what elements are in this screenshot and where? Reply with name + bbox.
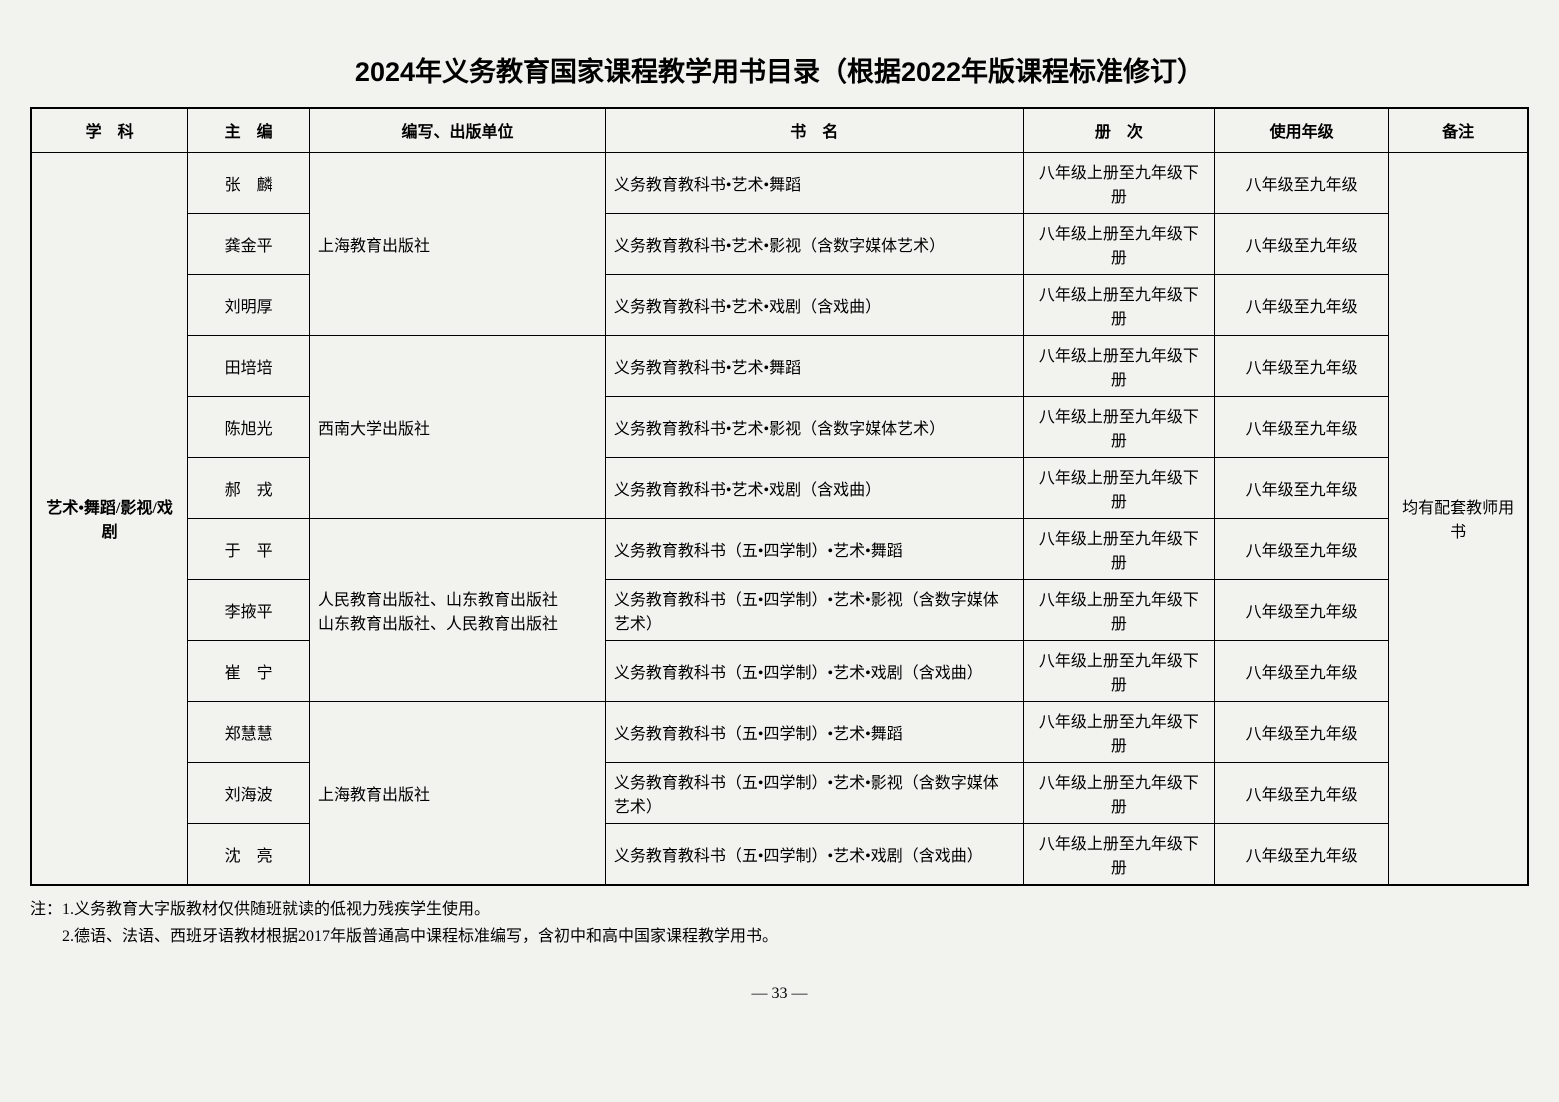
textbook-catalog-table: 学 科 主 编 编写、出版单位 书 名 册 次 使用年级 备注 艺术•舞蹈/影视…: [30, 107, 1529, 886]
cell-volume: 八年级上册至九年级下册: [1023, 640, 1214, 701]
cell-volume: 八年级上册至九年级下册: [1023, 457, 1214, 518]
header-note: 备注: [1389, 108, 1528, 152]
page-number: — 33 —: [30, 985, 1529, 1003]
table-row: 龚金平 义务教育教科书•艺术•影视（含数字媒体艺术） 八年级上册至九年级下册 八…: [31, 213, 1528, 274]
cell-editor: 于 平: [188, 518, 310, 579]
cell-bookname: 义务教育教科书（五•四学制）•艺术•舞蹈: [605, 518, 1023, 579]
cell-grade: 八年级至九年级: [1215, 213, 1389, 274]
cell-bookname: 义务教育教科书•艺术•影视（含数字媒体艺术）: [605, 396, 1023, 457]
cell-bookname: 义务教育教科书（五•四学制）•艺术•影视（含数字媒体艺术）: [605, 579, 1023, 640]
cell-bookname: 义务教育教科书•艺术•戏剧（含戏曲）: [605, 274, 1023, 335]
header-bookname: 书 名: [605, 108, 1023, 152]
table-row: 于 平 人民教育出版社、山东教育出版社 山东教育出版社、人民教育出版社 义务教育…: [31, 518, 1528, 579]
cell-bookname: 义务教育教科书（五•四学制）•艺术•舞蹈: [605, 701, 1023, 762]
header-editor: 主 编: [188, 108, 310, 152]
footnote-line: 2.德语、法语、西班牙语教材根据2017年版普通高中课程标准编写，含初中和高中国…: [30, 923, 1529, 950]
cell-editor: 郝 戎: [188, 457, 310, 518]
cell-bookname: 义务教育教科书（五•四学制）•艺术•影视（含数字媒体艺术）: [605, 762, 1023, 823]
table-row: 田培培 西南大学出版社 义务教育教科书•艺术•舞蹈 八年级上册至九年级下册 八年…: [31, 335, 1528, 396]
cell-editor: 陈旭光: [188, 396, 310, 457]
cell-grade: 八年级至九年级: [1215, 457, 1389, 518]
cell-volume: 八年级上册至九年级下册: [1023, 213, 1214, 274]
table-row: 沈 亮 义务教育教科书（五•四学制）•艺术•戏剧（含戏曲） 八年级上册至九年级下…: [31, 823, 1528, 885]
footnotes: 注：1.义务教育大字版教材仅供随班就读的低视力残疾学生使用。 2.德语、法语、西…: [30, 896, 1529, 950]
cell-editor: 郑慧慧: [188, 701, 310, 762]
cell-bookname: 义务教育教科书•艺术•影视（含数字媒体艺术）: [605, 213, 1023, 274]
cell-volume: 八年级上册至九年级下册: [1023, 274, 1214, 335]
header-grade: 使用年级: [1215, 108, 1389, 152]
cell-editor: 龚金平: [188, 213, 310, 274]
cell-grade: 八年级至九年级: [1215, 518, 1389, 579]
cell-editor: 张 麟: [188, 152, 310, 213]
header-volume: 册 次: [1023, 108, 1214, 152]
cell-bookname: 义务教育教科书•艺术•舞蹈: [605, 152, 1023, 213]
table-row: 李掖平 义务教育教科书（五•四学制）•艺术•影视（含数字媒体艺术） 八年级上册至…: [31, 579, 1528, 640]
cell-note: 均有配套教师用书: [1389, 152, 1528, 885]
cell-volume: 八年级上册至九年级下册: [1023, 396, 1214, 457]
cell-bookname: 义务教育教科书•艺术•舞蹈: [605, 335, 1023, 396]
cell-volume: 八年级上册至九年级下册: [1023, 335, 1214, 396]
cell-volume: 八年级上册至九年级下册: [1023, 823, 1214, 885]
cell-grade: 八年级至九年级: [1215, 579, 1389, 640]
footnote-line: 注：1.义务教育大字版教材仅供随班就读的低视力残疾学生使用。: [30, 896, 1529, 923]
cell-editor: 刘海波: [188, 762, 310, 823]
cell-grade: 八年级至九年级: [1215, 274, 1389, 335]
cell-grade: 八年级至九年级: [1215, 701, 1389, 762]
cell-volume: 八年级上册至九年级下册: [1023, 518, 1214, 579]
cell-bookname: 义务教育教科书（五•四学制）•艺术•戏剧（含戏曲）: [605, 823, 1023, 885]
cell-volume: 八年级上册至九年级下册: [1023, 152, 1214, 213]
table-row: 刘海波 义务教育教科书（五•四学制）•艺术•影视（含数字媒体艺术） 八年级上册至…: [31, 762, 1528, 823]
cell-publisher: 人民教育出版社、山东教育出版社 山东教育出版社、人民教育出版社: [310, 518, 606, 701]
cell-volume: 八年级上册至九年级下册: [1023, 579, 1214, 640]
table-header-row: 学 科 主 编 编写、出版单位 书 名 册 次 使用年级 备注: [31, 108, 1528, 152]
cell-editor: 刘明厚: [188, 274, 310, 335]
cell-bookname: 义务教育教科书（五•四学制）•艺术•戏剧（含戏曲）: [605, 640, 1023, 701]
table-row: 郑慧慧 上海教育出版社 义务教育教科书（五•四学制）•艺术•舞蹈 八年级上册至九…: [31, 701, 1528, 762]
cell-grade: 八年级至九年级: [1215, 335, 1389, 396]
cell-publisher: 西南大学出版社: [310, 335, 606, 518]
cell-publisher: 上海教育出版社: [310, 701, 606, 885]
cell-editor: 沈 亮: [188, 823, 310, 885]
cell-grade: 八年级至九年级: [1215, 762, 1389, 823]
cell-editor: 田培培: [188, 335, 310, 396]
table-row: 陈旭光 义务教育教科书•艺术•影视（含数字媒体艺术） 八年级上册至九年级下册 八…: [31, 396, 1528, 457]
header-subject: 学 科: [31, 108, 188, 152]
cell-subject: 艺术•舞蹈/影视/戏剧: [31, 152, 188, 885]
table-row: 崔 宁 义务教育教科书（五•四学制）•艺术•戏剧（含戏曲） 八年级上册至九年级下…: [31, 640, 1528, 701]
cell-editor: 李掖平: [188, 579, 310, 640]
cell-bookname: 义务教育教科书•艺术•戏剧（含戏曲）: [605, 457, 1023, 518]
cell-publisher: 上海教育出版社: [310, 152, 606, 335]
cell-grade: 八年级至九年级: [1215, 152, 1389, 213]
table-row: 郝 戎 义务教育教科书•艺术•戏剧（含戏曲） 八年级上册至九年级下册 八年级至九…: [31, 457, 1528, 518]
cell-editor: 崔 宁: [188, 640, 310, 701]
header-publisher: 编写、出版单位: [310, 108, 606, 152]
cell-grade: 八年级至九年级: [1215, 396, 1389, 457]
table-row: 艺术•舞蹈/影视/戏剧 张 麟 上海教育出版社 义务教育教科书•艺术•舞蹈 八年…: [31, 152, 1528, 213]
cell-volume: 八年级上册至九年级下册: [1023, 762, 1214, 823]
cell-volume: 八年级上册至九年级下册: [1023, 701, 1214, 762]
page-container: 2024年义务教育国家课程教学用书目录（根据2022年版课程标准修订） 学 科 …: [30, 50, 1529, 1003]
table-row: 刘明厚 义务教育教科书•艺术•戏剧（含戏曲） 八年级上册至九年级下册 八年级至九…: [31, 274, 1528, 335]
cell-grade: 八年级至九年级: [1215, 823, 1389, 885]
cell-grade: 八年级至九年级: [1215, 640, 1389, 701]
page-title: 2024年义务教育国家课程教学用书目录（根据2022年版课程标准修订）: [30, 50, 1529, 89]
